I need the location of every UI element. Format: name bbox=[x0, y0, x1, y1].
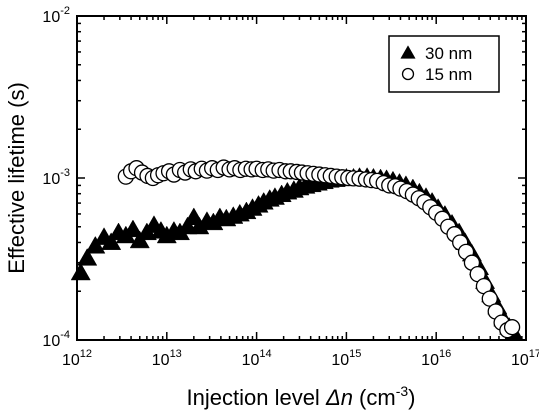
y-tick-label: 10-2 bbox=[42, 5, 70, 26]
y-tick-base: 10 bbox=[42, 171, 60, 188]
y-tick-base: 10 bbox=[42, 9, 60, 26]
x-tick-label: 1015 bbox=[331, 348, 361, 369]
x-tick-label: 1017 bbox=[511, 348, 539, 369]
legend-label: 30 nm bbox=[425, 44, 472, 63]
x-tick-exponent: 17 bbox=[529, 348, 539, 360]
x-tick-exponent: 14 bbox=[259, 348, 271, 360]
x-tick-label: 1016 bbox=[421, 348, 451, 369]
x-tick-label: 1013 bbox=[152, 348, 182, 369]
y-axis-title: Effective lifetime (s) bbox=[4, 82, 29, 274]
y-tick-exponent: -3 bbox=[60, 167, 70, 179]
x-tick-label: 1012 bbox=[62, 348, 92, 369]
x-tick-label: 1014 bbox=[242, 348, 272, 369]
x-axis-title-unit-open: (cm bbox=[353, 385, 396, 410]
data-point-circle bbox=[505, 320, 520, 335]
y-tick-exponent: -2 bbox=[60, 5, 70, 17]
x-tick-base: 10 bbox=[331, 352, 349, 369]
x-tick-base: 10 bbox=[62, 352, 80, 369]
x-tick-exponent: 12 bbox=[80, 348, 92, 360]
x-tick-exponent: 13 bbox=[170, 348, 182, 360]
legend-marker-circle bbox=[403, 69, 414, 80]
y-tick-label: 10-3 bbox=[42, 167, 70, 188]
legend: 30 nm 15 nm bbox=[389, 36, 499, 92]
legend-label: 15 nm bbox=[425, 65, 472, 84]
x-tick-exponent: 15 bbox=[349, 348, 361, 360]
y-tick-exponent: -4 bbox=[60, 329, 70, 341]
y-tick-label: 10-4 bbox=[42, 329, 70, 350]
x-axis-title-unit-close: ) bbox=[408, 385, 415, 410]
data-point-triangle bbox=[71, 263, 90, 280]
data-points bbox=[71, 160, 523, 340]
series-0 bbox=[71, 168, 523, 341]
x-tick-base: 10 bbox=[421, 352, 439, 369]
x-axis-title-unit-exp: -3 bbox=[396, 383, 409, 399]
y-tick-base: 10 bbox=[42, 333, 60, 350]
x-axis-title-italic: Δn bbox=[325, 385, 353, 410]
x-tick-base: 10 bbox=[242, 352, 260, 369]
x-axis-title: Injection level Δn (cm-3) bbox=[187, 383, 416, 410]
x-tick-exponent: 16 bbox=[439, 348, 451, 360]
x-axis-title-main: Injection level bbox=[187, 385, 326, 410]
x-tick-base: 10 bbox=[152, 352, 170, 369]
x-tick-base: 10 bbox=[511, 352, 529, 369]
